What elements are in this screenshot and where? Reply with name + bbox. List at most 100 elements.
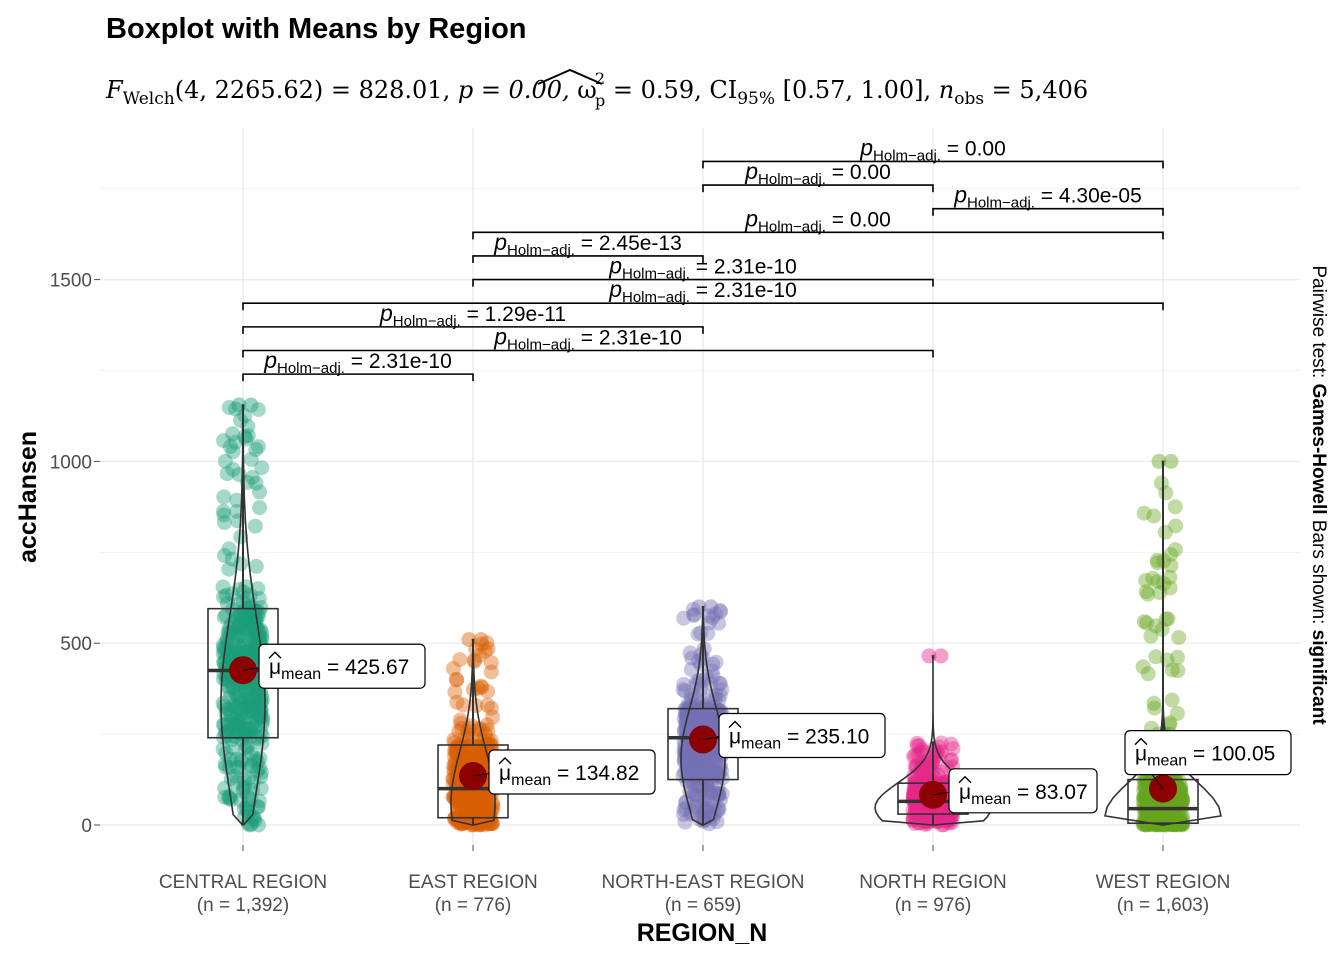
data-point: [471, 815, 487, 831]
data-point: [250, 705, 266, 721]
data-point: [247, 614, 263, 630]
data-point: [1167, 499, 1183, 515]
data-point: [242, 690, 258, 706]
data-point: [685, 767, 701, 783]
data-point: [449, 672, 465, 688]
data-point-max: [1163, 453, 1179, 469]
data-point: [233, 644, 249, 660]
caption-bars: significant: [1308, 630, 1329, 726]
data-point: [1146, 508, 1162, 524]
data-point: [480, 723, 496, 739]
data-point: [907, 773, 923, 789]
data-point: [711, 758, 727, 774]
data-point: [221, 790, 237, 806]
data-point: [1145, 799, 1161, 815]
data-point: [705, 656, 721, 672]
data-point: [238, 620, 254, 636]
data-point: [452, 792, 468, 808]
data-point: [683, 760, 699, 776]
data-point: [682, 753, 698, 769]
data-point: [470, 814, 486, 830]
data-point: [932, 805, 948, 821]
data-point: [233, 610, 249, 626]
data-point: [473, 817, 489, 833]
data-point: [239, 709, 255, 724]
data-point: [455, 747, 471, 763]
data-point: [691, 754, 706, 770]
data-point: [223, 715, 239, 731]
data-point: [683, 687, 699, 703]
data-point: [907, 780, 923, 796]
data-point: [234, 727, 250, 743]
data-point: [1135, 793, 1151, 809]
data-point: [712, 676, 728, 691]
data-point: [1164, 662, 1180, 678]
data-point: [250, 581, 266, 597]
data-point: [247, 719, 263, 735]
data-point: [220, 634, 236, 650]
pairwise-p-label: pHolm−adj. = 2.31e-10: [608, 253, 797, 283]
data-point: [708, 764, 724, 779]
data-point: [692, 712, 708, 728]
data-point: [1145, 810, 1161, 825]
data-point: [909, 738, 925, 754]
data-point: [702, 713, 718, 729]
data-point: [478, 796, 494, 812]
data-point: [907, 783, 923, 799]
data-point: [237, 408, 253, 424]
data-point: [248, 441, 264, 457]
data-point: [450, 815, 466, 831]
data-point: [926, 812, 942, 827]
data-point: [906, 784, 922, 800]
y-axis-title: accHansen: [14, 431, 42, 563]
data-point: [695, 769, 711, 785]
data-point: [468, 746, 484, 762]
data-point: [228, 728, 244, 744]
data-point: [703, 711, 718, 727]
data-point: [682, 645, 698, 661]
data-point: [1136, 614, 1152, 630]
data-point: [223, 708, 239, 724]
data-point: [479, 800, 495, 816]
data-point: [1139, 817, 1155, 833]
mean-label-text: μmean = 100.05: [1135, 743, 1275, 770]
data-point: [462, 789, 478, 804]
pairwise-bracket: [472, 231, 1164, 240]
data-point: [687, 770, 703, 786]
data-point: [471, 739, 487, 755]
data-point: [676, 802, 692, 818]
data-point: [479, 697, 495, 713]
data-point: [237, 608, 252, 623]
data-point: [689, 799, 705, 815]
data-point: [1136, 816, 1152, 832]
data-point: [218, 745, 234, 761]
data-point: [228, 607, 244, 623]
data-point: [687, 786, 703, 802]
data-point: [467, 793, 483, 809]
data-point: [239, 644, 255, 660]
data-point: [1140, 794, 1156, 810]
data-point-max: [933, 648, 949, 664]
data-point: [250, 685, 266, 701]
y-axis-ticks: 0 500 1000 1500: [50, 271, 100, 837]
data-point: [222, 690, 238, 706]
data-point: [699, 766, 715, 782]
data-point: [696, 713, 712, 729]
data-point: [944, 815, 960, 830]
data-point: [249, 620, 265, 636]
data-point: [477, 643, 493, 659]
data-point: [705, 610, 721, 626]
data-point: [1163, 817, 1179, 833]
data-point: [218, 587, 234, 603]
subtitle-effect-value: = 0.59, CI: [605, 76, 737, 104]
data-point: [686, 711, 702, 726]
data-point: [1170, 663, 1186, 679]
data-point: [237, 644, 253, 660]
mean-label-box: [488, 749, 656, 795]
data-point: [230, 618, 246, 634]
data-point: [236, 724, 252, 739]
data-point: [693, 656, 709, 672]
data-point: [1163, 547, 1179, 562]
data-point: [920, 807, 936, 823]
